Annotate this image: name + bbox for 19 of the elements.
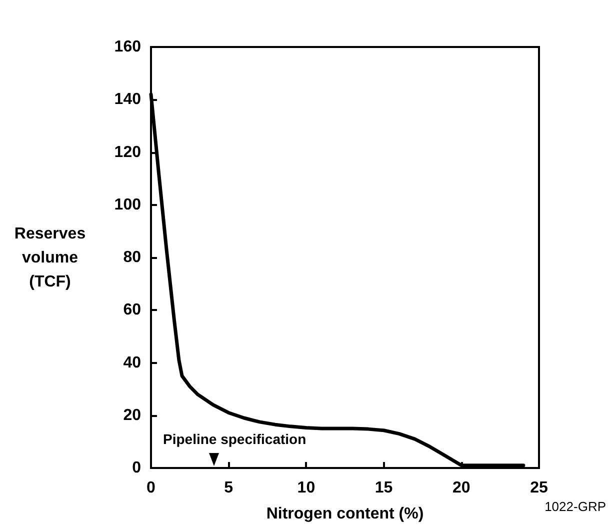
x-tick-label: 5	[224, 480, 234, 496]
x-tick-label: 10	[297, 480, 316, 496]
y-tick-label: 40	[123, 354, 142, 372]
x-axis-title: Nitrogen content (%)	[266, 506, 424, 522]
x-tick-label: 15	[374, 480, 393, 496]
y-tick-label: 140	[114, 91, 142, 108]
text: 1022-GRP	[544, 499, 606, 514]
y-tick-label: 0	[132, 460, 142, 476]
x-tick-label: 20	[452, 480, 470, 496]
y-axis-title: Reserves volume (TCF)	[14, 226, 86, 290]
y-tick-label: 20	[123, 406, 142, 424]
y-tick-label: 160	[114, 38, 142, 56]
y-tick-label: 100	[114, 196, 142, 214]
y-tick-label: 80	[123, 249, 142, 266]
annotation: Pipeline specification	[163, 431, 306, 447]
x-tick-label: 25	[530, 480, 548, 496]
y-tick-label: 60	[123, 302, 142, 319]
y-tick-label: 120	[114, 144, 142, 161]
x-tick-label: 0	[146, 480, 156, 496]
